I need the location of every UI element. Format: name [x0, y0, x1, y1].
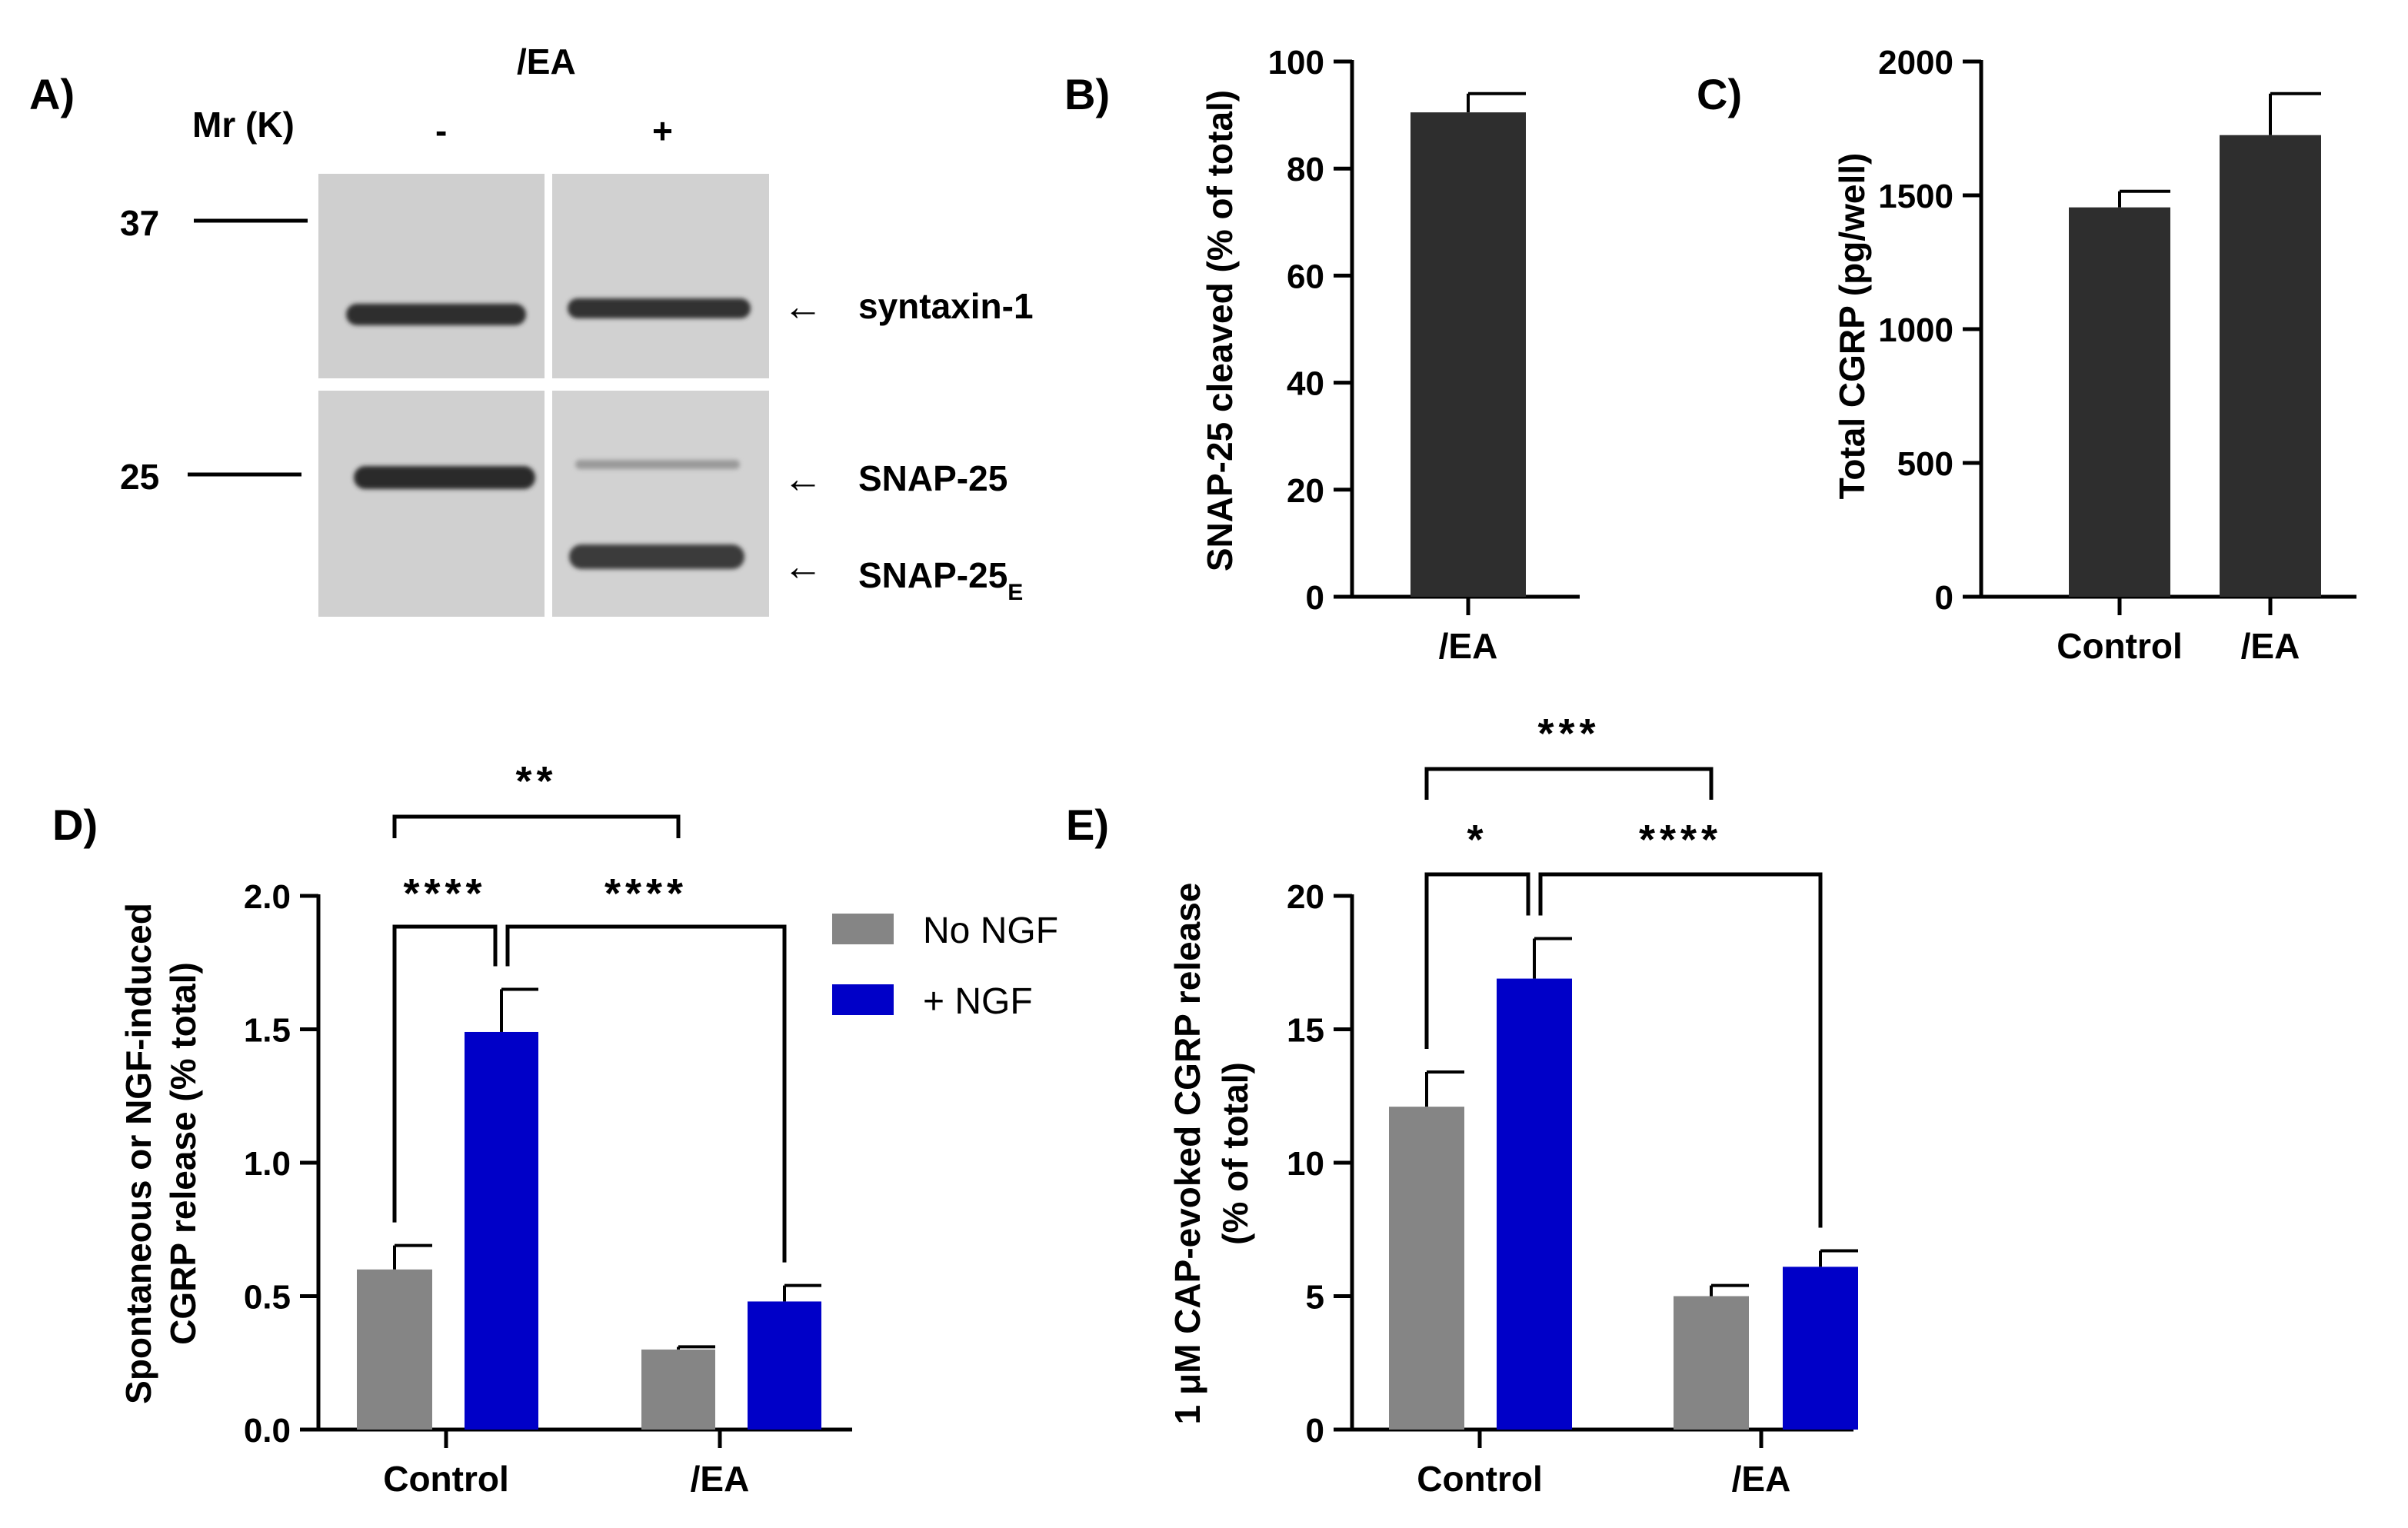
panel-d-chart: D) Spontaneous or NGF-induced CGRP relea… [52, 758, 1058, 1499]
bar [1783, 1267, 1858, 1430]
legend-d: No NGF + NGF [832, 910, 1058, 1022]
blot-panel-bottom-left [318, 391, 545, 617]
y-axis-label-d-line2: CGRP release (% total) [163, 962, 203, 1345]
x-tick-label: /EA [691, 1459, 750, 1499]
band-snap25-treated [575, 460, 740, 469]
y-tick-label: 0 [1306, 579, 1324, 617]
marker-37-label: 37 [120, 203, 159, 243]
bar [1389, 1107, 1464, 1430]
y-tick-label: 0.0 [244, 1412, 291, 1450]
blot-mr-label: Mr (K) [192, 105, 295, 145]
significance-label: **** [403, 871, 486, 917]
legend-swatch-no-ngf [832, 914, 894, 944]
blot-panel-bottom-right [552, 391, 769, 617]
band-label-snap25: SNAP-25 [858, 458, 1007, 498]
bar [357, 1269, 432, 1430]
bar [2069, 207, 2170, 597]
significance-label: **** [604, 871, 688, 917]
y-tick-label: 1.5 [244, 1012, 291, 1050]
panel-c-chart: C) Total CGRP (pg/well) 0 500 1000 1500 2000… [1697, 44, 2356, 666]
legend-swatch-plus-ngf [832, 984, 894, 1015]
y-tick-label: 20 [1287, 878, 1324, 916]
panel-a-western-blot: A) /EA Mr (K) - + 37 25 ← syntaxin-1 ← S… [29, 42, 1034, 617]
y-tick-label: 1000 [1878, 311, 1953, 349]
y-tick-label: 500 [1897, 445, 1953, 483]
y-axis-label-c: Total CGRP (pg/well) [1832, 153, 1872, 500]
panel-b-chart: B) SNAP-25 cleaved (% of total) 0 20 40 60 8… [1064, 44, 1580, 666]
bar [1497, 978, 1572, 1430]
panel-label-b: B) [1064, 70, 1110, 118]
legend-label-no-ngf: No NGF [923, 910, 1058, 951]
y-tick-label: 0 [1935, 579, 1953, 617]
band-label-syntaxin: syntaxin-1 [858, 286, 1034, 326]
significance-label: * [1467, 817, 1487, 863]
marker-25-label: 25 [120, 457, 159, 497]
y-tick-label: 100 [1268, 44, 1324, 82]
blot-panel-top-left [318, 174, 545, 378]
y-tick-label: 80 [1287, 151, 1324, 188]
y-axis-label-e-line2: (% of total) [1215, 1062, 1255, 1245]
panel-label-e: E) [1066, 801, 1109, 849]
y-tick-label: 0.5 [244, 1279, 291, 1317]
panel-e-chart: E) 1 μM CAP-evoked CGRP release (% of to… [1066, 711, 1858, 1499]
y-tick-label: 40 [1287, 365, 1324, 403]
significance-bracket [392, 924, 498, 1223]
bar [1674, 1296, 1749, 1430]
y-tick-label: 1.0 [244, 1145, 291, 1183]
x-tick-label: Control [1417, 1459, 1543, 1499]
x-tick-label: /EA [2241, 626, 2300, 666]
band-syntaxin-treated [568, 298, 751, 318]
y-tick-label: 20 [1287, 472, 1324, 510]
bar [748, 1301, 821, 1430]
y-tick-label: 1500 [1878, 178, 1953, 215]
significance-bracket [1424, 872, 1530, 1050]
y-tick-label: 15 [1287, 1012, 1324, 1050]
x-tick-label: /EA [1439, 626, 1498, 666]
blot-lane-minus: - [435, 111, 447, 151]
arrow-icon: ← [783, 544, 823, 589]
band-snap25e-treated [569, 544, 744, 569]
x-tick-label: Control [2057, 626, 2183, 666]
significance-bracket [505, 924, 787, 1263]
significance-label: *** [1537, 711, 1600, 757]
y-axis-label-d-line1: Spontaneous or NGF-induced [118, 903, 158, 1404]
arrow-icon: ← [783, 285, 823, 329]
y-axis-label-e-line1: 1 μM CAP-evoked CGRP release [1167, 883, 1207, 1425]
panel-label-a: A) [29, 70, 75, 118]
blot-panel-top-right [552, 174, 769, 378]
bar [1410, 112, 1526, 597]
y-tick-label: 2000 [1878, 44, 1953, 82]
x-tick-label: /EA [1732, 1459, 1791, 1499]
significance-label: **** [1639, 817, 1722, 863]
significance-bracket [392, 814, 681, 838]
bar [641, 1349, 715, 1430]
y-tick-label: 10 [1287, 1145, 1324, 1183]
bar [465, 1031, 538, 1430]
panel-label-c: C) [1697, 70, 1742, 118]
y-axis-label-b: SNAP-25 cleaved (% of total) [1200, 90, 1240, 571]
significance-bracket [1424, 767, 1714, 800]
y-tick-label: 60 [1287, 258, 1324, 295]
blot-lane-plus: + [652, 111, 673, 151]
significance-bracket [1538, 872, 1823, 1228]
panel-label-d: D) [52, 801, 98, 849]
legend-label-plus-ngf: + NGF [923, 981, 1033, 1022]
y-tick-label: 0 [1306, 1412, 1324, 1450]
significance-label: ** [515, 758, 557, 804]
y-tick-label: 5 [1306, 1279, 1324, 1317]
band-label-snap25e: SNAP-25E [858, 555, 1023, 605]
x-tick-label: Control [383, 1459, 509, 1499]
y-tick-label: 2.0 [244, 878, 291, 916]
band-snap25-control [354, 466, 535, 489]
plot-area-c: 0 500 1000 1500 2000 Control/EA [1878, 44, 2356, 666]
band-syntaxin-control [346, 304, 526, 325]
plot-area-b: 0 20 40 60 80 100/EA [1268, 44, 1580, 666]
arrow-icon: ← [783, 457, 823, 501]
blot-treatment-label: /EA [517, 42, 576, 82]
bar [2220, 135, 2321, 597]
